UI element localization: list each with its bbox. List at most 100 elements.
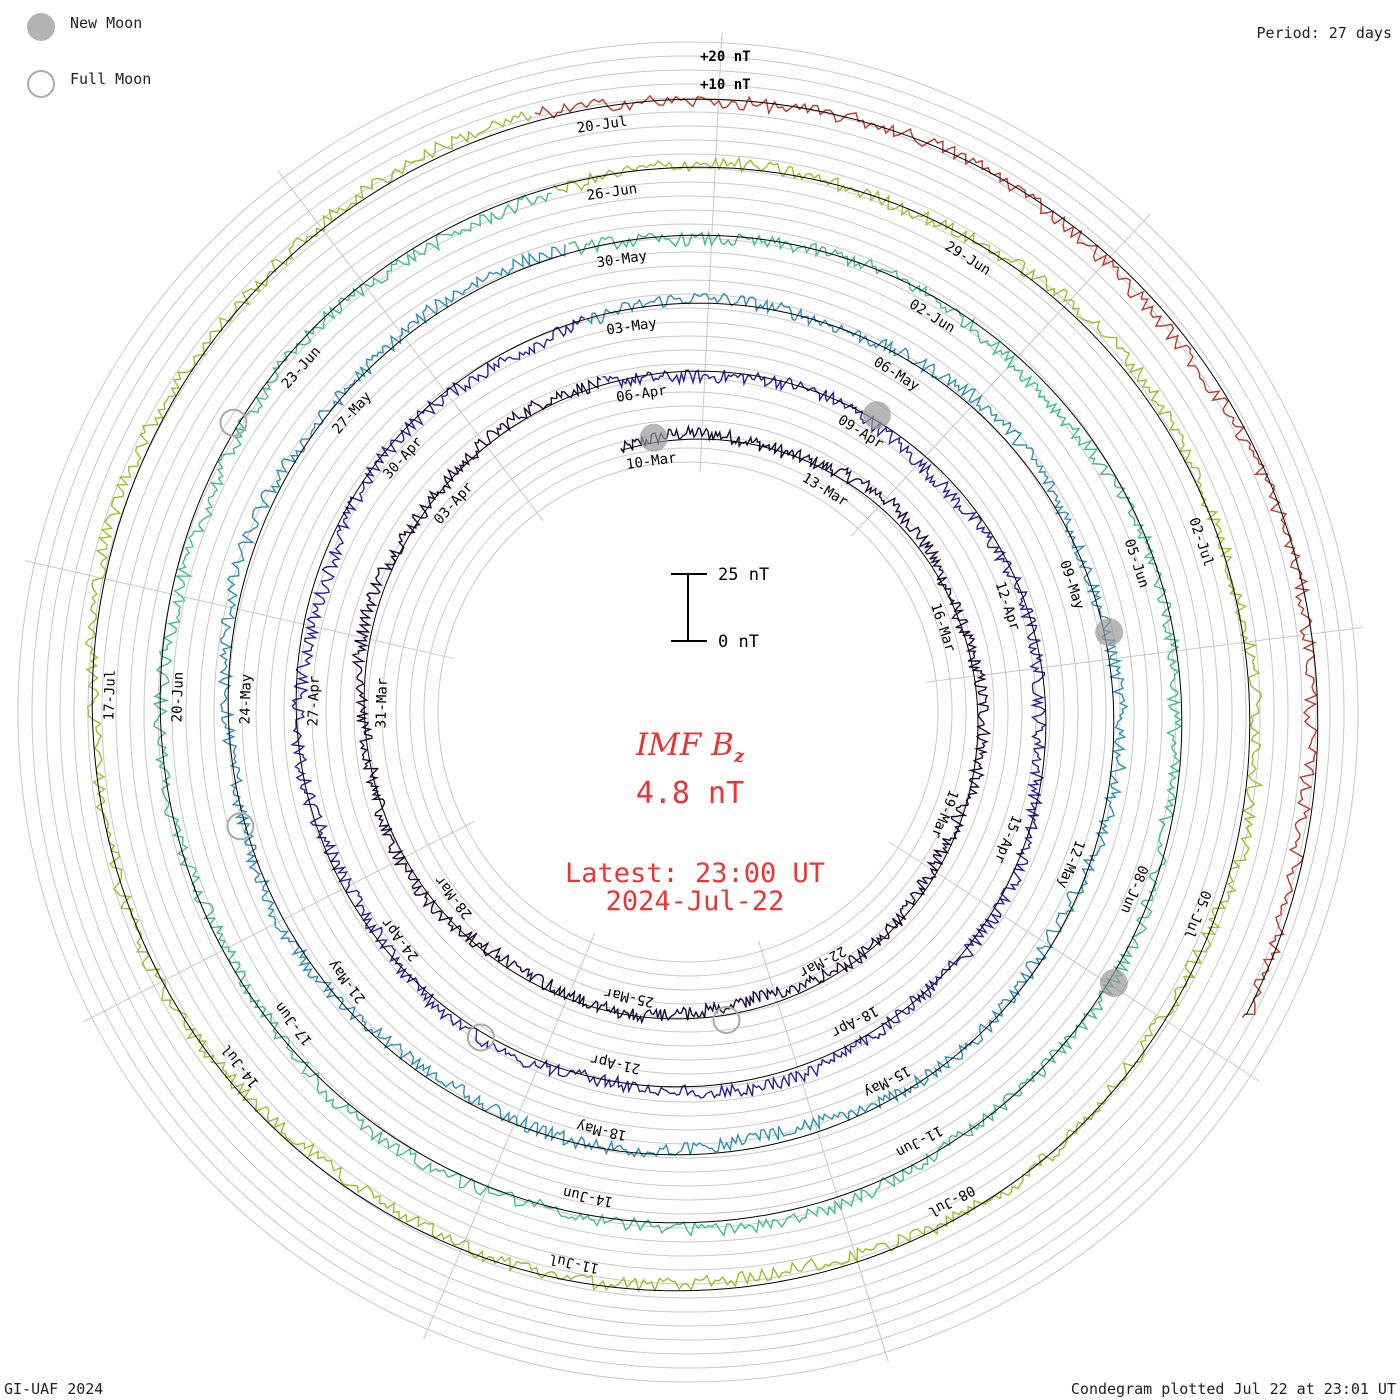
date-label: 11-Jul [548, 1250, 601, 1276]
grid-ring [101, 125, 1275, 1299]
scale-bar-bottom-label: 0 nT [718, 632, 759, 652]
date-label: 10-Mar [625, 450, 677, 473]
rotation-trace-4 [153, 192, 1183, 1238]
date-label: 20-Jun [169, 672, 186, 723]
date-label: 13-Mar [799, 470, 850, 510]
date-label: 03-May [605, 315, 657, 338]
full-moon-legend-label: Full Moon [70, 70, 152, 88]
grid-ring [115, 139, 1261, 1285]
date-label: 22-Mar [796, 942, 848, 980]
date-label: 17-Jun [272, 999, 316, 1049]
date-label: 03-Apr [431, 479, 477, 527]
full-moon-marker [219, 408, 248, 437]
current-value: 4.8 nT [635, 776, 745, 811]
grid-ring [213, 237, 1163, 1187]
date-label: 24-Apr [379, 914, 423, 964]
ring-label-10: +10 nT [700, 77, 751, 93]
rotation-trace-3 [217, 244, 1129, 1158]
new-moon-legend-icon [27, 13, 55, 41]
quantity-name: IMF B [635, 727, 734, 763]
grid-ring [297, 321, 1079, 1103]
rotation-trace-1 [351, 375, 992, 1025]
date-label: 25-Mar [603, 984, 656, 1010]
grid-spoke [24, 560, 455, 660]
grid-spoke [926, 627, 1363, 683]
grid-spoke [889, 841, 1260, 1082]
grid-ring [227, 251, 1149, 1173]
grid-ring [45, 69, 1331, 1355]
footer-plotted: Condegram plotted Jul 22 at 23:01 UT [1070, 1380, 1396, 1398]
ring-grid [17, 32, 1363, 1383]
grid-ring [31, 55, 1345, 1369]
new-moon-marker [639, 423, 668, 452]
rotation-traces [84, 94, 1319, 1293]
grid-ring [129, 153, 1247, 1271]
outer-ring-labels: +20 nT +10 nT [700, 49, 751, 93]
grid-spoke [850, 213, 1151, 537]
date-label: 28-Mar [432, 872, 476, 922]
grid-ring [157, 181, 1219, 1243]
date-label: 14-Jun [562, 1184, 615, 1210]
grid-ring [73, 97, 1303, 1327]
date-label: 30-May [596, 248, 648, 271]
date-label: 21-Apr [589, 1051, 642, 1077]
grid-ring [325, 349, 1051, 1075]
grid-ring [339, 363, 1037, 1061]
date-label: 18-Apr [829, 1002, 881, 1040]
grid-ring [17, 41, 1359, 1383]
grid-ring [87, 111, 1289, 1313]
grid-spoke [423, 932, 596, 1339]
date-label: 27-Apr [305, 676, 322, 727]
date-label: 26-Jun [586, 181, 638, 204]
rotation-trace-6 [534, 94, 1318, 1019]
moon-markers [219, 401, 1128, 1052]
grid-ring [437, 461, 939, 963]
grid-ring [353, 377, 1023, 1047]
new-moon-legend-label: New Moon [70, 14, 143, 32]
grid-ring [311, 335, 1065, 1089]
date-label: 17-Jul [101, 670, 118, 721]
latest-date: 2024-Jul-22 [605, 886, 785, 917]
date-label: 06-Apr [615, 383, 667, 406]
ring-label-20: +20 nT [700, 49, 751, 65]
full-moon-marker [466, 1023, 495, 1052]
latest-time: Latest: 23:00 UT [564, 858, 826, 889]
grid-ring [269, 293, 1107, 1131]
new-moon-marker [1095, 618, 1124, 647]
date-label: 24-May [237, 674, 254, 725]
grid-ring [381, 405, 995, 1019]
grid-ring [283, 307, 1093, 1117]
grid-ring [409, 433, 967, 991]
date-label: 20-Jul [576, 114, 628, 137]
grid-ring [241, 265, 1135, 1159]
grid-spoke [699, 32, 723, 473]
date-label: 14-Jul [219, 1041, 263, 1091]
new-moon-marker [862, 401, 891, 430]
new-moon-marker [1099, 969, 1128, 998]
grid-ring [185, 209, 1191, 1215]
full-moon-marker [226, 812, 255, 841]
quantity-subscript: z [733, 746, 745, 768]
grid-spoke [277, 169, 544, 521]
quantity-title: IMF Bz [540, 727, 840, 767]
footer-credit: GI-UAF 2024 [4, 1380, 104, 1398]
rotation-trace-2 [290, 315, 1047, 1099]
rotation-trace-5 [84, 110, 1264, 1293]
period-label: Period: 27 days [1256, 24, 1392, 42]
grid-ring [59, 83, 1317, 1341]
date-label: 31-Mar [373, 678, 390, 729]
grid-spoke [82, 821, 475, 1023]
grid-ring [423, 447, 953, 977]
scale-bar: 25 nT 0 nT [671, 565, 769, 652]
grid-ring [171, 195, 1205, 1229]
date-label: 05-Jun [1121, 537, 1152, 590]
full-moon-marker [712, 1006, 741, 1034]
scale-bar-top-label: 25 nT [718, 565, 769, 585]
grid-spoke [758, 941, 889, 1362]
full-moon-legend-icon [27, 70, 55, 98]
baseline-spiral [91, 98, 1319, 1292]
grid-ring [367, 391, 1009, 1033]
date-label: 16-Mar [927, 601, 958, 654]
date-label: 21-May [325, 957, 369, 1007]
